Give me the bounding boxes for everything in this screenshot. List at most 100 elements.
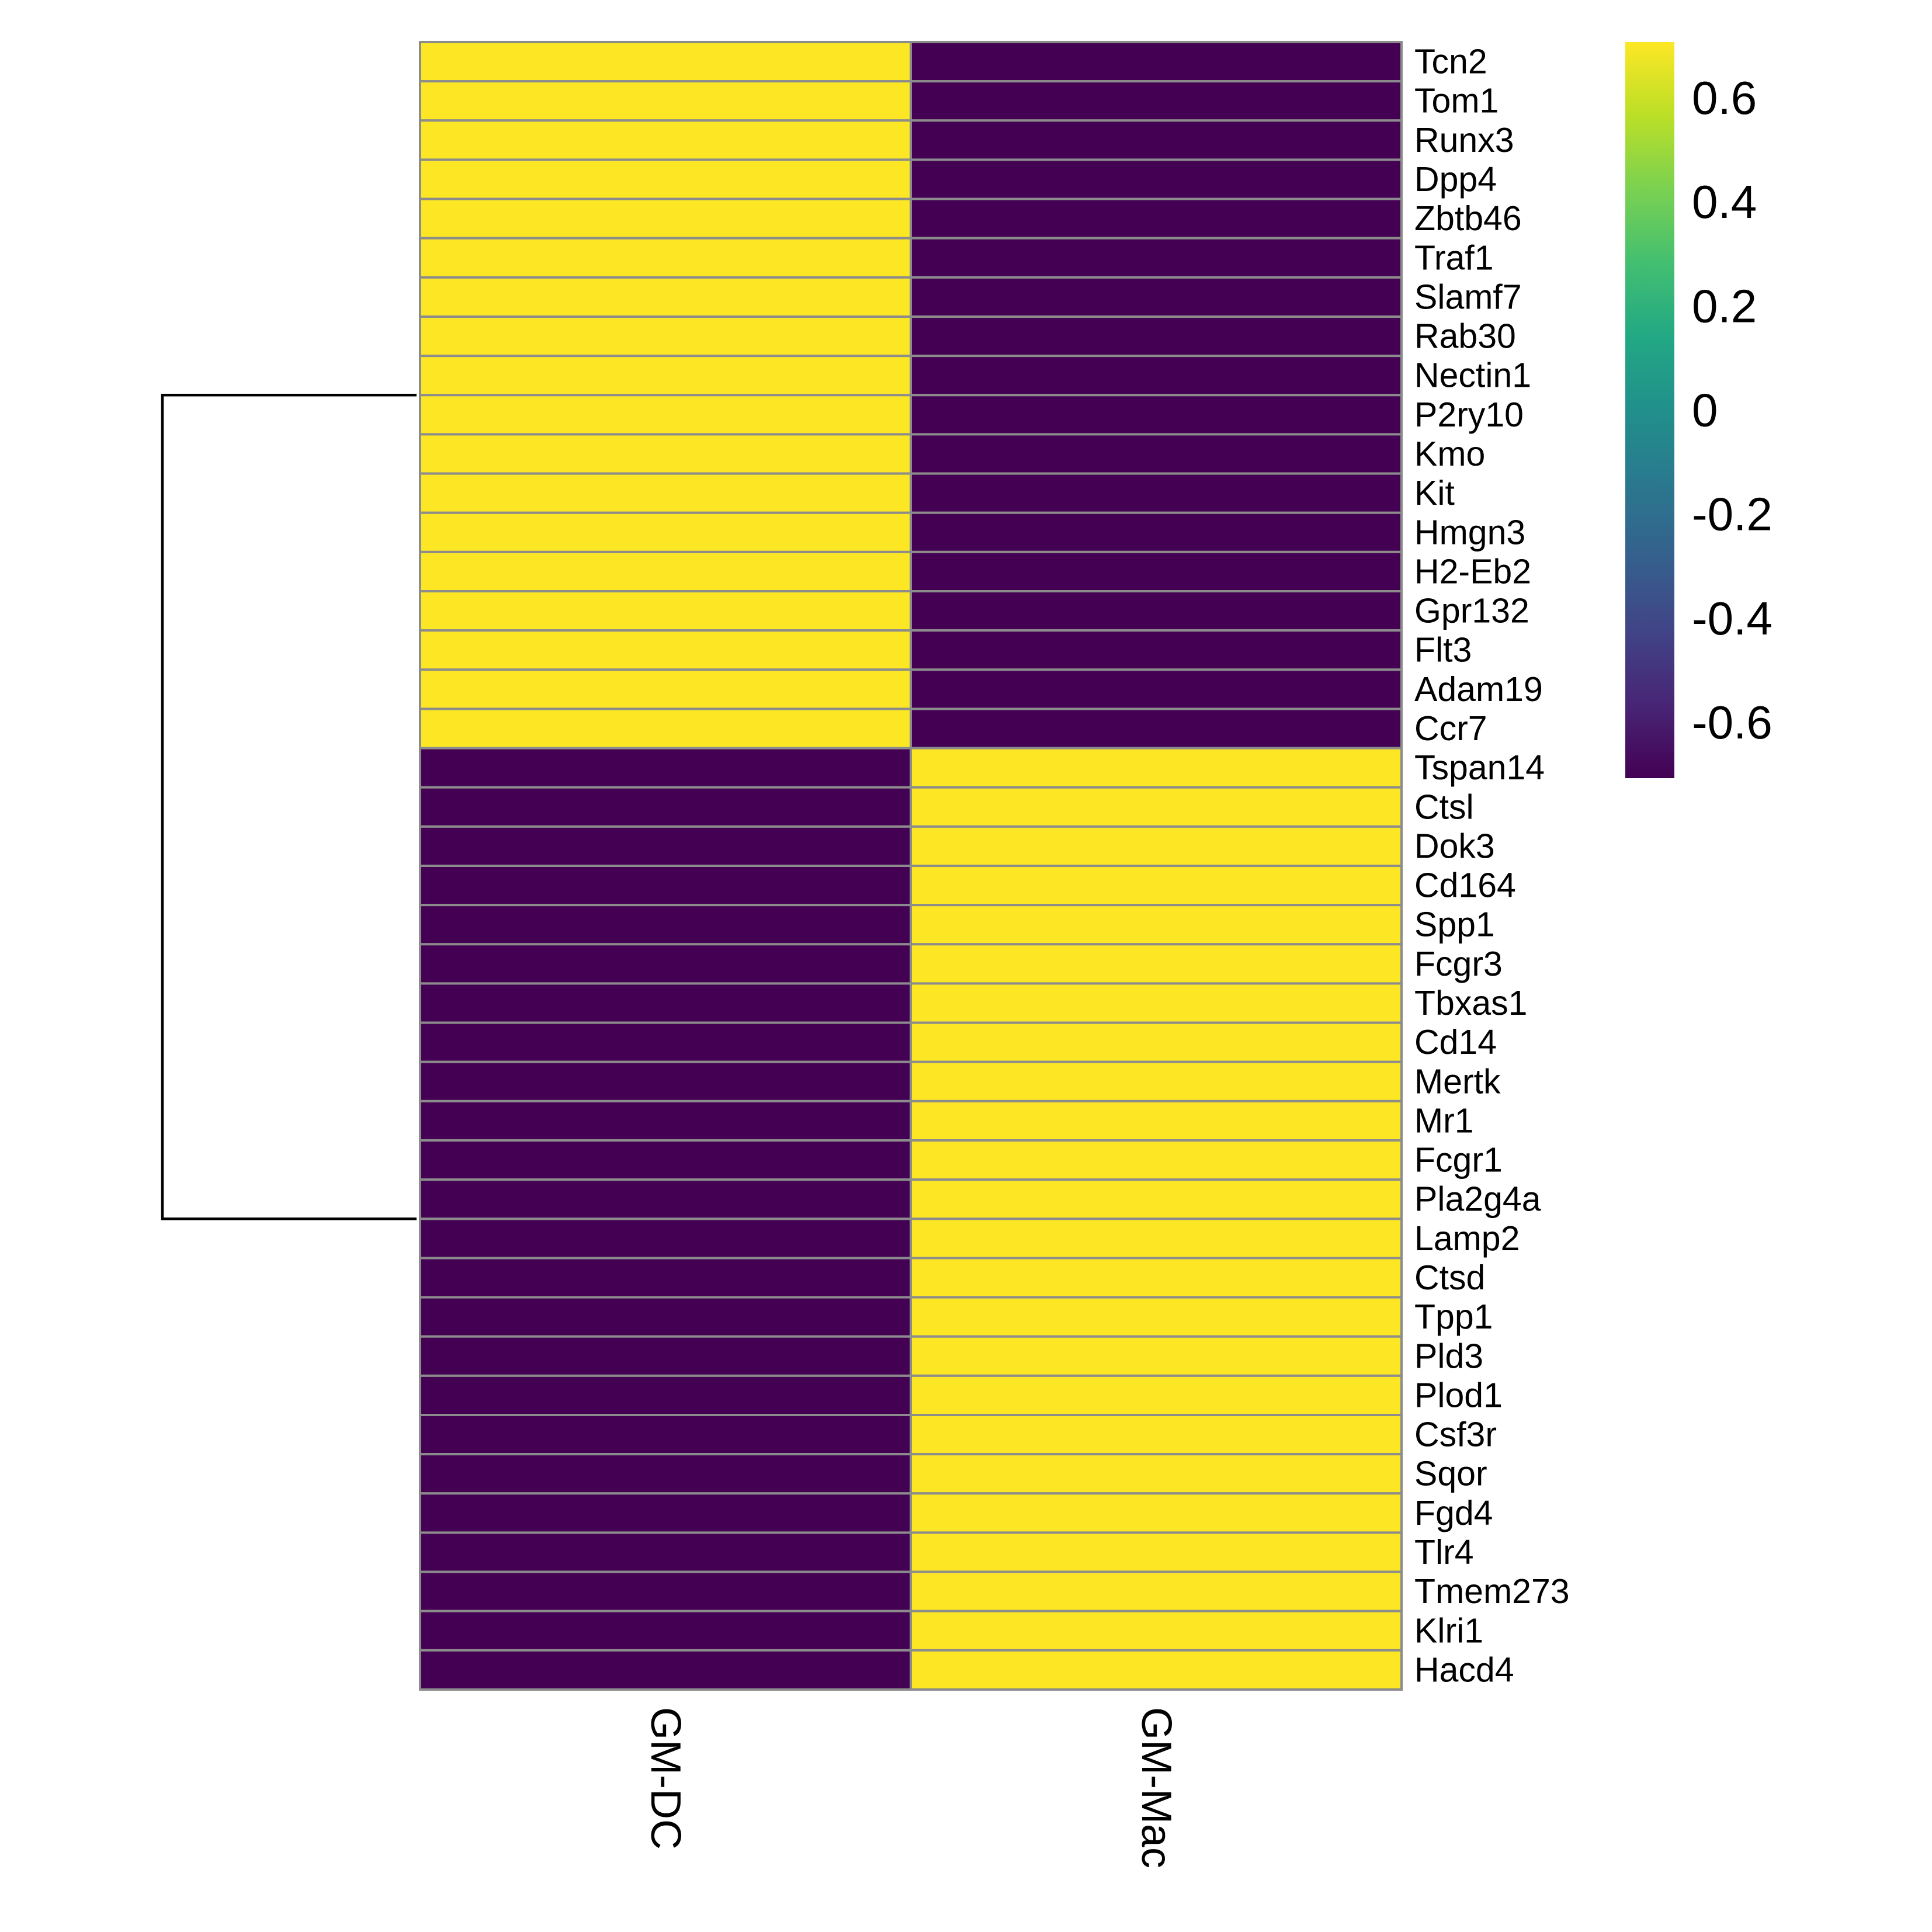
- row-label: Tmem273: [1414, 1572, 1570, 1611]
- heatmap-cell-Sqor-GM-Mac: [910, 1453, 1403, 1495]
- heatmap-cell-Tlr4-GM-Mac: [910, 1531, 1403, 1573]
- heatmap-cell-Hmgn3-GM-DC: [419, 511, 912, 553]
- row-label: Slamf7: [1414, 278, 1522, 316]
- row-label: Cd14: [1414, 1023, 1497, 1062]
- heatmap-cell-Tcn2-GM-DC: [419, 41, 912, 83]
- heatmap-cell-Slamf7-GM-Mac: [910, 276, 1403, 318]
- row-labels: Tcn2Tom1Runx3Dpp4Zbtb46Traf1Slamf7Rab30N…: [1414, 43, 1570, 1690]
- colorbar-tick-label: 0.2: [1692, 280, 1757, 332]
- row-label: Tbxas1: [1414, 984, 1527, 1022]
- heatmap-cell-Tom1-GM-DC: [419, 80, 912, 122]
- heatmap-cell-Rab30-GM-DC: [419, 315, 912, 358]
- column-label: GM-Mac: [1133, 1707, 1180, 1868]
- heatmap-cell-Mertk-GM-DC: [419, 1060, 912, 1102]
- heatmap-cell-Cd14-GM-Mac: [910, 1021, 1403, 1063]
- heatmap-cell-Gpr132-GM-DC: [419, 590, 912, 632]
- row-label: Klri1: [1414, 1611, 1483, 1650]
- row-label: Tom1: [1414, 82, 1499, 120]
- heatmap-cell-Kit-GM-Mac: [910, 472, 1403, 514]
- heatmap-cell-Tcn2-GM-Mac: [910, 41, 1403, 83]
- row-label: Runx3: [1414, 121, 1514, 159]
- row-label: Rab30: [1414, 317, 1516, 356]
- heatmap-cell-Runx3-GM-Mac: [910, 119, 1403, 161]
- row-label: Fcgr1: [1414, 1141, 1503, 1180]
- heatmap-cells: [419, 41, 1403, 1691]
- heatmap-cell-Spp1-GM-DC: [419, 904, 912, 946]
- heatmap-cell-Cd164-GM-Mac: [910, 865, 1403, 907]
- heatmap-cell-Ctsl-GM-Mac: [910, 786, 1403, 828]
- row-label: Flt3: [1414, 631, 1472, 670]
- row-label: Mr1: [1414, 1101, 1474, 1140]
- heatmap-cell-Fcgr3-GM-Mac: [910, 943, 1403, 985]
- colorbar-tick-label: 0.6: [1692, 72, 1757, 124]
- heatmap-cell-Dok3-GM-Mac: [910, 825, 1403, 868]
- heatmap-cell-Plod1-GM-Mac: [910, 1374, 1403, 1417]
- row-label: Sqor: [1414, 1455, 1487, 1493]
- heatmap-cell-Ctsd-GM-DC: [419, 1257, 912, 1299]
- heatmap-cell-Tbxas1-GM-Mac: [910, 982, 1403, 1024]
- row-label: Cd164: [1414, 866, 1516, 905]
- colorbar-tick-label: -0.6: [1692, 696, 1773, 748]
- heatmap-cell-Zbtb46-GM-Mac: [910, 197, 1403, 240]
- row-label: Tspan14: [1414, 748, 1545, 787]
- heatmap-cell-Tpp1-GM-DC: [419, 1296, 912, 1338]
- row-label: Fgd4: [1414, 1494, 1493, 1532]
- heatmap-cell-Tlr4-GM-DC: [419, 1531, 912, 1573]
- heatmap-cell-Pld3-GM-DC: [419, 1335, 912, 1377]
- colorbar-tick-label: -0.4: [1692, 592, 1773, 644]
- row-label: Ccr7: [1414, 709, 1487, 748]
- row-label: Plod1: [1414, 1376, 1503, 1414]
- colorbar-gradient: [1625, 42, 1674, 778]
- heatmap-cell-Tmem273-GM-Mac: [910, 1570, 1403, 1612]
- row-label: Ctsl: [1414, 788, 1474, 826]
- heatmap-cell-Nectin1-GM-DC: [419, 355, 912, 397]
- row-label: Traf1: [1414, 238, 1494, 277]
- heatmap-cell-Zbtb46-GM-DC: [419, 197, 912, 240]
- colorbar-tick-label: 0.4: [1692, 176, 1757, 228]
- row-label: Tcn2: [1414, 43, 1487, 81]
- row-label: Tlr4: [1414, 1533, 1474, 1572]
- row-label: Pld3: [1414, 1337, 1483, 1375]
- heatmap-cell-Kit-GM-DC: [419, 472, 912, 514]
- heatmap-cell-Fcgr1-GM-Mac: [910, 1139, 1403, 1181]
- column-label: GM-DC: [642, 1707, 689, 1850]
- colorbar-legend: 0.6 0.4 0.2 0 -0.2 -0.4 -0.6: [1625, 42, 1773, 778]
- heatmap-cell-Ccr7-GM-Mac: [910, 707, 1403, 750]
- row-label: Kmo: [1414, 435, 1485, 473]
- heatmap-cell-Lamp2-GM-DC: [419, 1218, 912, 1260]
- row-label: Dpp4: [1414, 160, 1497, 199]
- row-label: Tpp1: [1414, 1298, 1493, 1336]
- row-label: P2ry10: [1414, 396, 1524, 434]
- heatmap-cell-Fcgr1-GM-DC: [419, 1139, 912, 1181]
- heatmap-cell-Dpp4-GM-Mac: [910, 158, 1403, 200]
- row-label: Dok3: [1414, 827, 1495, 865]
- heatmap-cell-Slamf7-GM-DC: [419, 276, 912, 318]
- heatmap-cell-Tspan14-GM-DC: [419, 747, 912, 789]
- row-label: Lamp2: [1414, 1219, 1520, 1258]
- heatmap-cell-Pld3-GM-Mac: [910, 1335, 1403, 1377]
- row-label: Kit: [1414, 474, 1455, 512]
- heatmap-cell-Ctsl-GM-DC: [419, 786, 912, 828]
- dendrogram-branch: [161, 394, 417, 1220]
- heatmap-cell-Pla2g4a-GM-DC: [419, 1178, 912, 1220]
- row-label: Hmgn3: [1414, 513, 1525, 551]
- heatmap-cell-Dok3-GM-DC: [419, 825, 912, 868]
- row-label: Hacd4: [1414, 1650, 1514, 1689]
- heatmap-cell-Klri1-GM-DC: [419, 1610, 912, 1652]
- heatmap-cell-Tmem273-GM-DC: [419, 1570, 912, 1612]
- heatmap-cell-Pla2g4a-GM-Mac: [910, 1178, 1403, 1220]
- heatmap-cell-P2ry10-GM-Mac: [910, 394, 1403, 436]
- row-label: Ctsd: [1414, 1258, 1485, 1297]
- colorbar-tick-label: 0: [1692, 384, 1718, 436]
- heatmap-cell-Tbxas1-GM-DC: [419, 982, 912, 1024]
- row-label: Csf3r: [1414, 1416, 1497, 1454]
- row-label: Adam19: [1414, 670, 1543, 709]
- heatmap-cell-Traf1-GM-DC: [419, 237, 912, 279]
- row-label: Pla2g4a: [1414, 1180, 1541, 1219]
- colorbar-tick-label: -0.2: [1692, 488, 1773, 540]
- row-label: Zbtb46: [1414, 199, 1522, 238]
- heatmap-cell-Spp1-GM-Mac: [910, 904, 1403, 946]
- heatmap-cell-Mr1-GM-Mac: [910, 1099, 1403, 1142]
- heatmap-cell-Ccr7-GM-DC: [419, 707, 912, 750]
